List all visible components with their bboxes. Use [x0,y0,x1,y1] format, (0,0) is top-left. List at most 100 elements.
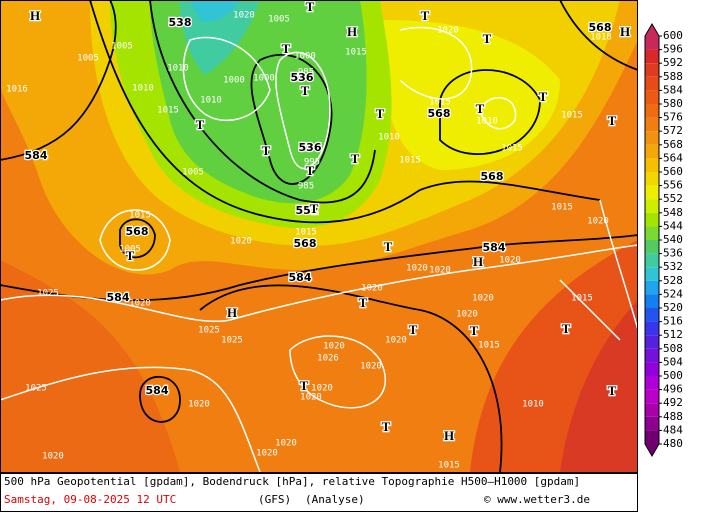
colorbar-band [645,389,659,404]
colorbar-tick-label: 580 [663,97,683,110]
colorbar-band [645,294,659,308]
colorbar-band [645,131,659,145]
geopotential-contours [0,0,638,472]
colorbar-tick-label: 572 [663,124,683,137]
pressure-center: T [196,117,205,132]
pressure-label: 1015 [295,228,317,238]
colorbar-band [645,199,659,213]
pressure-label: 985 [298,68,314,78]
pressure-label: 1015 [345,48,367,58]
pressure-center: T [421,8,430,23]
colorbar-band [645,321,659,336]
pressure-center: H [347,24,357,39]
pressure-label: 1016 [6,85,28,95]
colorbar-tick-label: 564 [663,151,683,164]
pressure-center: T [351,151,360,166]
colorbar-tick-label: 588 [663,70,683,83]
colorbar-band [645,280,659,295]
colorbar: 6005965925885845805765725685645605565525… [644,23,683,457]
pressure-center: T [282,41,291,56]
pressure-center: T [376,106,385,121]
colorbar-tick-label: 480 [663,437,683,450]
colorbar-band [645,348,659,363]
pressure-center: H [620,24,630,39]
colorbar-tick-label: 488 [663,410,683,423]
pressure-label: 1020 [406,264,428,274]
colorbar-tick-label: 592 [663,56,683,69]
colorbar-bottom-arrow [645,444,659,456]
colorbar-band [645,90,659,104]
pressure-center: T [483,31,492,46]
colorbar-tick-label: 584 [663,83,683,96]
pressure-label: 1025 [221,336,243,346]
pressure-label: 1015 [551,203,573,213]
colorbar-tick-label: 552 [663,192,683,205]
colorbar-band [645,172,659,186]
colorbar-band [645,267,659,281]
pressure-center: T [470,323,479,338]
colorbar-tick-label: 548 [663,206,683,219]
geopotential-label: 536 [299,141,322,154]
colorbar-tick-label: 544 [663,219,683,232]
pressure-label: 1010 [167,64,189,74]
pressure-label: 1026 [317,354,339,364]
pressure-label: 1005 [268,15,290,25]
pressure-label: 1000 [294,52,316,62]
pressure-center: T [539,89,548,104]
pressure-center: H [227,305,237,320]
colorbar-tick-label: 540 [663,233,683,246]
pressure-center: H [30,8,40,23]
pressure-center: H [473,254,483,269]
colorbar-band [645,63,659,77]
colorbar-tick-label: 520 [663,301,683,314]
pressure-label: 1020 [385,336,407,346]
pressure-label: 1020 [311,384,333,394]
pressure-label: 1020 [472,294,494,304]
colorbar-band [645,144,659,159]
colorbar-tick-label: 560 [663,165,683,178]
pressure-label: 1015 [399,156,421,166]
pressure-label: 1000 [223,76,245,86]
pressure-label: 1005 [77,54,99,64]
pressure-label: 1010 [132,84,154,94]
field-southeast-deep [560,300,638,472]
colorbar-tick-label: 508 [663,342,683,355]
colorbar-tick-label: 568 [663,138,683,151]
colorbar-band [645,430,659,444]
pressure-label: 1020 [587,217,609,227]
pressure-label: 1018 [590,33,612,43]
pressure-center: T [300,378,309,393]
pressure-label: 1005 [119,245,141,255]
colorbar-tick-label: 600 [663,29,683,42]
pressure-label: 1020 [256,449,278,459]
pressure-label: 1015 [157,106,179,116]
geopotential-label: 568 [126,225,149,238]
pressure-center: T [306,0,315,14]
field-southwest [0,260,180,472]
colorbar-band [645,403,659,417]
pressure-label: 1020 [275,439,297,449]
colorbar-tick-label: 500 [663,369,683,382]
isobars [0,26,638,472]
pressure-label: 1020 [188,400,210,410]
geopotential-label: 568 [589,21,612,34]
geopotential-label: 584 [107,291,130,304]
colorbar-tick-label: 516 [663,315,683,328]
geopotential-label: 536 [291,71,314,84]
colorbar-tick-label: 532 [663,260,683,273]
pressure-center: T [262,143,271,158]
pressure-label: 1010 [476,117,498,127]
pressure-label: 1020 [361,284,383,294]
colorbar-tick-label: 528 [663,274,683,287]
pressure-center: T [310,201,319,216]
geopotential-label: 584 [289,271,312,284]
colorbar-band [645,212,659,227]
pressure-label: 1015 [571,294,593,304]
pressure-label: 1015 [129,211,151,221]
caption-date: Samstag, 09-08-2025 12 UTC [4,493,176,506]
pressure-center: T [301,83,310,98]
pressure-label: 1020 [429,266,451,276]
pressure-label: 1020 [456,310,478,320]
map: 1020 1005 1005 1005 1010 1000 1000 1010 1015 1010… [0,0,638,472]
